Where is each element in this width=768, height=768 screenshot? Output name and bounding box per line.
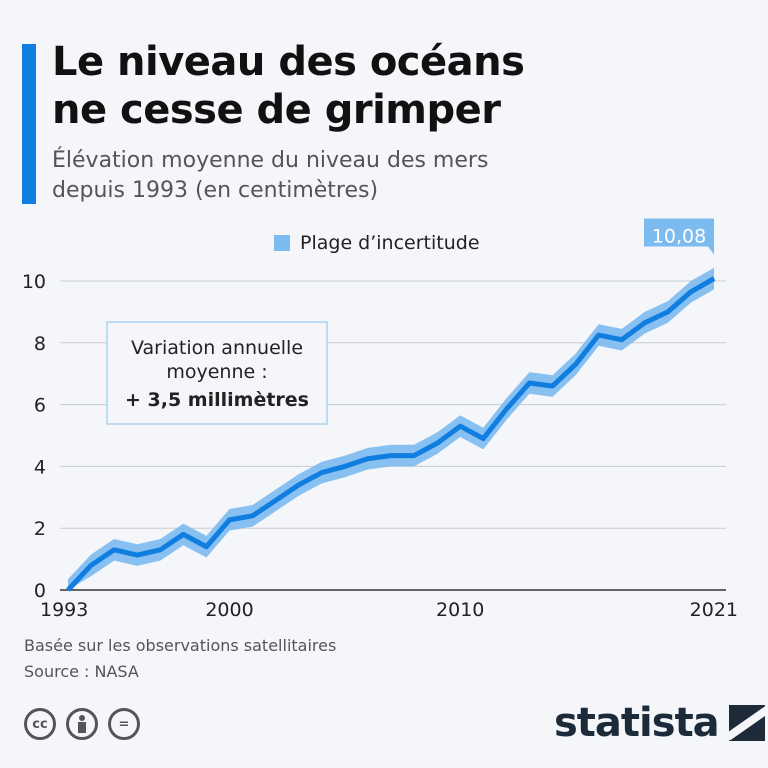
- data-point: [113, 549, 115, 551]
- data-point: [505, 408, 507, 410]
- data-point: [552, 385, 553, 387]
- data-point: [321, 472, 323, 474]
- annotation-line-2: moyenne :: [166, 361, 267, 383]
- annotation-line-3: + 3,5 millimètres: [125, 389, 309, 411]
- data-point: [390, 455, 392, 457]
- y-tick-label: 8: [34, 333, 46, 355]
- cc-icon[interactable]: cc: [24, 708, 56, 740]
- page-title: Le niveau des océans ne cesse de grimper: [52, 38, 525, 134]
- attribution-icon[interactable]: [66, 708, 98, 740]
- data-point: [229, 519, 230, 521]
- data-point: [621, 339, 623, 341]
- end-value-label: 10,08: [652, 226, 706, 248]
- subtitle-line-1: Élévation moyenne du niveau des mers: [52, 148, 489, 173]
- y-tick-label: 6: [34, 395, 46, 417]
- data-point: [344, 465, 346, 467]
- license-icons: cc =: [24, 708, 140, 740]
- x-tick-label: 1993: [40, 599, 88, 621]
- brand-name: statista: [554, 700, 720, 746]
- data-point: [136, 554, 138, 556]
- data-point: [459, 425, 461, 427]
- x-tick-label: 2000: [205, 599, 253, 621]
- subtitle-line-2: depuis 1993 (en centimètres): [52, 178, 379, 203]
- data-point: [436, 442, 438, 444]
- data-point: [367, 458, 369, 460]
- data-point: [275, 499, 277, 501]
- data-point: [690, 291, 692, 293]
- subtitle: Élévation moyenne du niveau des mers dep…: [52, 146, 488, 206]
- data-point: [205, 546, 207, 548]
- data-point: [644, 322, 646, 324]
- data-point: [67, 589, 69, 591]
- data-point: [482, 438, 484, 440]
- y-tick-label: 4: [34, 456, 46, 478]
- footer-source: Source : NASA: [24, 662, 139, 681]
- x-tick-label: 2010: [436, 599, 484, 621]
- data-point: [667, 311, 669, 313]
- footer-note: Basée sur les observations satellitaires: [24, 636, 337, 655]
- data-point: [252, 515, 254, 517]
- data-point: [298, 484, 300, 486]
- uncertainty-band: [68, 267, 714, 590]
- statista-logo[interactable]: statista: [554, 700, 765, 746]
- y-tick-label: 2: [34, 518, 46, 540]
- title-line-1: Le niveau des océans: [52, 39, 525, 85]
- legend: Plage d’incertitude: [274, 232, 480, 254]
- data-point: [159, 549, 161, 551]
- legend-swatch: [274, 235, 290, 251]
- title-line-2: ne cesse de grimper: [52, 87, 501, 133]
- data-point: [182, 533, 184, 535]
- annotation-line-1: Variation annuelle: [131, 337, 303, 359]
- y-tick-label: 0: [34, 580, 46, 602]
- legend-label: Plage d’incertitude: [300, 232, 480, 254]
- data-point: [598, 334, 600, 336]
- data-point: [90, 564, 92, 566]
- x-tick-label: 2021: [690, 599, 738, 621]
- statista-mark-icon: [728, 705, 765, 741]
- data-point: [413, 455, 415, 457]
- data-point: [575, 363, 577, 365]
- annotation-box: [106, 321, 328, 425]
- title-accent-bar: [22, 44, 36, 204]
- data-point: [528, 382, 530, 384]
- end-value-label-bg: [644, 218, 714, 255]
- y-tick-label: 10: [22, 271, 46, 293]
- data-point: [713, 278, 715, 280]
- no-derivatives-icon[interactable]: =: [108, 708, 140, 740]
